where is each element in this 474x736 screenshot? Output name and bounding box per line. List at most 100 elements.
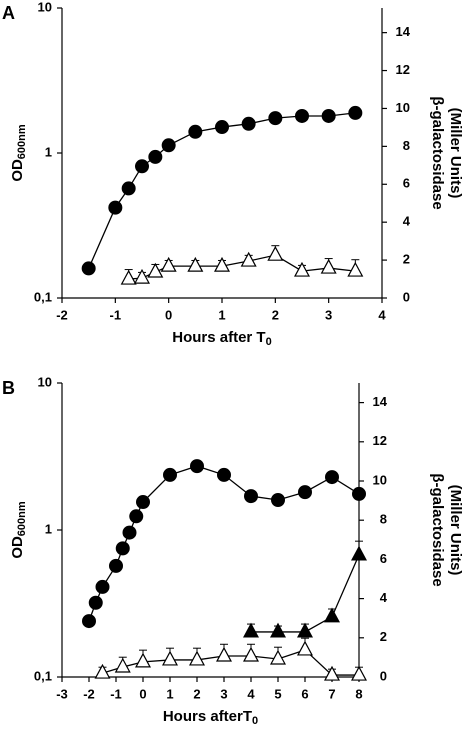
x-axis-label-sub: 0 xyxy=(252,715,258,727)
data-point xyxy=(323,607,341,623)
data-point xyxy=(296,622,314,638)
y2-tick-label: 6 xyxy=(403,176,410,191)
data-point xyxy=(82,614,96,629)
y-tick-label: 1 xyxy=(45,144,52,159)
data-point xyxy=(269,622,287,638)
y-tick-label: 1 xyxy=(45,521,52,536)
data-point xyxy=(190,459,204,474)
y2-tick-label: 2 xyxy=(380,629,387,644)
data-point xyxy=(161,650,179,666)
data-point xyxy=(271,492,285,507)
y-tick-label: 0,1 xyxy=(34,289,52,304)
data-point xyxy=(148,149,163,164)
y-tick-label: 0,1 xyxy=(34,668,52,683)
data-point xyxy=(109,558,123,573)
data-point xyxy=(352,486,366,501)
y2-axis-label: (Miller Units) xyxy=(447,108,464,199)
data-point xyxy=(133,268,151,284)
y2-tick-label: 10 xyxy=(396,100,410,115)
y2-tick-label: 0 xyxy=(403,289,410,304)
data-point xyxy=(81,261,96,276)
data-point xyxy=(163,467,177,482)
x-tick-label: 0 xyxy=(139,686,146,701)
x-axis-label-text: Hours after T xyxy=(172,329,265,346)
data-point xyxy=(244,489,258,504)
y2-tick-label: 14 xyxy=(396,24,411,39)
data-point xyxy=(268,111,283,126)
x-axis-label-sub: 0 xyxy=(266,336,272,348)
data-point xyxy=(136,495,150,510)
y2-tick-label: 12 xyxy=(396,62,410,77)
x-axis-label-text: Hours afterT xyxy=(163,708,252,725)
data-point xyxy=(215,120,229,135)
x-tick-label: 2 xyxy=(272,307,279,322)
x-tick-label: 4 xyxy=(247,686,255,701)
y2-axis-label: β-galactosidase xyxy=(429,96,446,209)
y2-tick-label: 2 xyxy=(403,252,410,267)
x-tick-label: 4 xyxy=(378,307,386,322)
data-point xyxy=(217,467,231,482)
data-point xyxy=(350,665,368,681)
series-line xyxy=(251,554,360,633)
data-point xyxy=(94,663,111,679)
x-tick-label: 1 xyxy=(218,307,225,322)
y2-tick-label: 14 xyxy=(373,394,388,409)
data-point xyxy=(129,509,144,524)
data-point xyxy=(120,269,137,285)
data-point xyxy=(121,181,136,196)
data-point xyxy=(325,470,339,485)
data-point xyxy=(135,159,149,174)
data-point xyxy=(240,251,257,267)
x-tick-label: 3 xyxy=(325,307,332,322)
data-point xyxy=(188,124,203,139)
series-line xyxy=(128,254,356,280)
y-axis-label-sub: 600nm xyxy=(16,124,28,159)
x-tick-label: 5 xyxy=(274,686,281,701)
x-tick-label: -1 xyxy=(110,686,122,701)
y2-tick-label: 0 xyxy=(380,668,387,683)
data-point xyxy=(114,657,131,673)
x-axis-label: Hours after T0 xyxy=(172,329,271,348)
data-point xyxy=(241,116,256,131)
y2-tick-label: 10 xyxy=(373,472,387,487)
data-point xyxy=(321,108,336,123)
x-axis-label: Hours afterT0 xyxy=(163,708,258,727)
data-point xyxy=(213,256,231,272)
data-point xyxy=(269,649,287,665)
data-point xyxy=(188,650,206,666)
x-tick-label: -1 xyxy=(110,307,122,322)
data-point xyxy=(348,105,363,120)
data-point xyxy=(108,200,123,215)
y-axis-label-text: OD xyxy=(9,159,26,182)
data-point xyxy=(347,261,364,277)
data-point xyxy=(296,640,314,656)
x-tick-label: 2 xyxy=(193,686,200,701)
panel-label: A xyxy=(2,3,15,23)
x-tick-label: 1 xyxy=(166,686,173,701)
x-tick-label: 8 xyxy=(355,686,362,701)
data-point xyxy=(350,545,368,561)
data-point xyxy=(295,108,309,123)
x-tick-label: -2 xyxy=(83,686,95,701)
y2-axis-label: β-galactosidase xyxy=(429,473,446,586)
y2-tick-label: 4 xyxy=(380,590,388,605)
x-tick-label: 3 xyxy=(220,686,227,701)
y-tick-label: 10 xyxy=(38,0,52,14)
y2-tick-label: 8 xyxy=(403,138,410,153)
y2-tick-label: 6 xyxy=(380,551,387,566)
data-point xyxy=(147,262,164,278)
data-point xyxy=(122,525,137,540)
x-tick-label: -2 xyxy=(56,307,68,322)
data-point xyxy=(115,541,130,556)
x-tick-label: 7 xyxy=(328,686,335,701)
x-tick-label: 6 xyxy=(301,686,308,701)
data-point xyxy=(215,646,233,662)
y-axis-label: OD600nm xyxy=(9,501,28,559)
data-point xyxy=(267,245,284,261)
data-point xyxy=(242,646,260,662)
data-point xyxy=(298,485,312,500)
x-tick-label: -3 xyxy=(56,686,68,701)
data-point xyxy=(88,595,103,610)
y-axis-label: OD600nm xyxy=(9,124,28,182)
